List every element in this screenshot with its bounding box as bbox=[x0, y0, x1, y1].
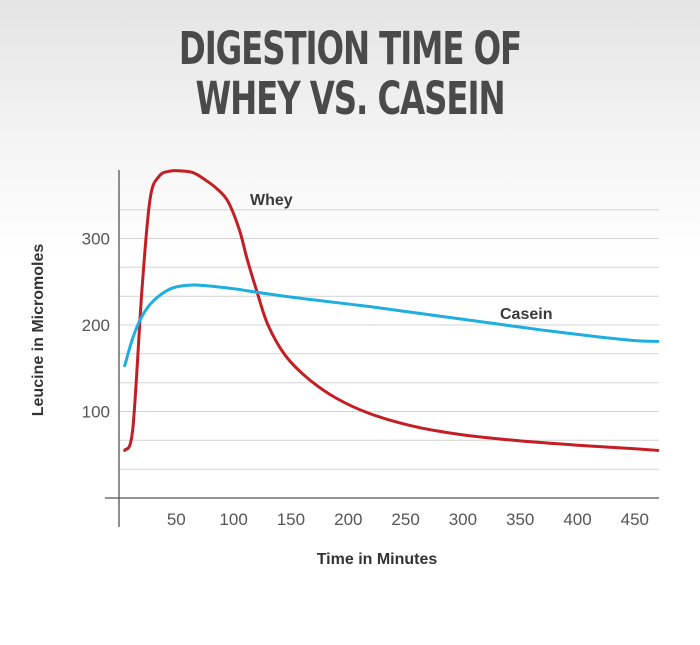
series-lines bbox=[123, 169, 660, 452]
casein-series-line bbox=[123, 283, 660, 368]
chart-title: DIGESTION TIME OF WHEY VS. CASEIN bbox=[98, 24, 602, 124]
y-tick-label: 100 bbox=[82, 403, 110, 422]
x-tick-label: 250 bbox=[391, 510, 419, 529]
y-axis-title: Leucine in Micromoles bbox=[30, 244, 47, 417]
x-axis-title: Time in Minutes bbox=[317, 551, 438, 568]
x-tick-label: 150 bbox=[277, 510, 305, 529]
x-tick-label: 50 bbox=[167, 510, 186, 529]
x-tick-label: 350 bbox=[506, 510, 534, 529]
x-tick-label: 200 bbox=[334, 510, 362, 529]
chart-title-line-1: DIGESTION TIME OF bbox=[178, 22, 522, 75]
casein-series-label: Casein bbox=[500, 306, 552, 323]
x-tick-label: 450 bbox=[621, 510, 649, 529]
gridlines bbox=[119, 209, 659, 470]
x-tick-labels: 50 100 150 200 250 300 350 400 450 bbox=[167, 510, 649, 529]
whey-series-line bbox=[123, 169, 660, 452]
y-tick-label: 200 bbox=[82, 316, 110, 335]
x-tick-label: 400 bbox=[563, 510, 591, 529]
chart-title-line-2: WHEY VS. CASEIN bbox=[195, 72, 505, 125]
x-tick-label: 100 bbox=[219, 510, 247, 529]
y-tick-label: 300 bbox=[82, 230, 110, 249]
y-tick-labels: 100 200 300 bbox=[82, 230, 110, 422]
whey-series-label: Whey bbox=[250, 192, 293, 209]
x-tick-label: 300 bbox=[449, 510, 477, 529]
